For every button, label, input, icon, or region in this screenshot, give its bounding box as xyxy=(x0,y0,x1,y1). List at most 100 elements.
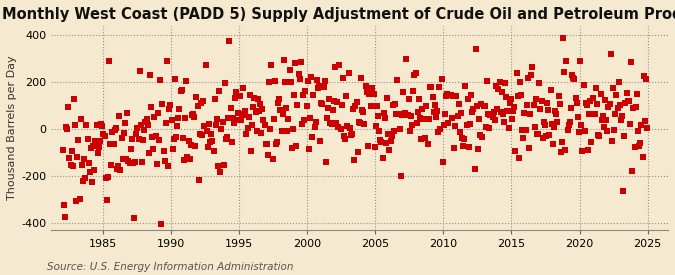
Point xyxy=(583,147,593,152)
Point xyxy=(481,125,491,129)
Point xyxy=(417,107,428,111)
Point xyxy=(419,136,430,140)
Point xyxy=(604,101,615,106)
Point xyxy=(542,101,553,105)
Point xyxy=(180,116,190,120)
Point xyxy=(639,74,649,79)
Point xyxy=(314,84,325,89)
Point xyxy=(254,109,265,113)
Point xyxy=(356,76,367,81)
Text: Source: U.S. Energy Information Administration: Source: U.S. Energy Information Administ… xyxy=(47,262,294,272)
Point xyxy=(192,104,203,109)
Point xyxy=(636,123,647,127)
Point xyxy=(398,90,408,94)
Point xyxy=(512,94,523,98)
Point xyxy=(298,93,308,97)
Point xyxy=(451,94,462,98)
Point xyxy=(568,75,578,80)
Point xyxy=(594,134,605,139)
Point xyxy=(144,73,155,77)
Point xyxy=(57,148,68,152)
Point xyxy=(368,92,379,96)
Point xyxy=(532,132,543,136)
Point xyxy=(63,105,74,109)
Point xyxy=(517,128,528,132)
Point xyxy=(233,110,244,115)
Point xyxy=(307,134,318,139)
Point xyxy=(342,123,353,128)
Point xyxy=(68,97,79,101)
Point xyxy=(333,125,344,130)
Point xyxy=(256,131,267,135)
Point xyxy=(534,81,545,86)
Point xyxy=(148,147,159,151)
Point xyxy=(176,89,186,93)
Point xyxy=(621,91,632,96)
Point xyxy=(452,113,463,118)
Point xyxy=(193,178,204,182)
Point xyxy=(70,122,80,127)
Point xyxy=(630,105,641,109)
Point xyxy=(566,105,576,110)
Point xyxy=(599,125,610,129)
Point xyxy=(282,129,293,133)
Point xyxy=(443,121,454,125)
Point xyxy=(470,47,481,51)
Point xyxy=(218,163,229,167)
Point xyxy=(306,75,317,79)
Point xyxy=(602,128,613,133)
Point xyxy=(205,140,215,145)
Point xyxy=(497,112,508,117)
Point xyxy=(441,93,452,98)
Point xyxy=(494,80,505,84)
Point xyxy=(211,122,221,127)
Point xyxy=(454,130,465,134)
Point xyxy=(412,110,423,114)
Point xyxy=(539,120,549,124)
Point xyxy=(437,160,448,164)
Point xyxy=(522,76,533,80)
Point xyxy=(400,111,410,115)
Point xyxy=(547,141,558,146)
Point xyxy=(267,157,278,162)
Point xyxy=(460,84,471,88)
Point xyxy=(242,126,253,130)
Point xyxy=(238,86,248,91)
Point xyxy=(172,124,183,128)
Point xyxy=(379,116,390,120)
Point xyxy=(281,106,292,110)
Point xyxy=(208,149,219,153)
Point xyxy=(71,199,82,203)
Point xyxy=(429,103,440,108)
Point xyxy=(466,92,477,97)
Point xyxy=(207,139,218,143)
Point xyxy=(331,121,342,126)
Point xyxy=(629,145,640,149)
Point xyxy=(500,81,510,85)
Point xyxy=(369,145,380,149)
Point xyxy=(108,142,119,146)
Point xyxy=(117,157,128,161)
Point xyxy=(111,125,122,130)
Point xyxy=(367,86,378,90)
Point xyxy=(429,110,439,115)
Point xyxy=(209,97,220,101)
Point xyxy=(535,107,546,111)
Point xyxy=(121,157,132,162)
Point xyxy=(611,93,622,97)
Point xyxy=(338,76,348,80)
Point xyxy=(572,115,583,119)
Point xyxy=(612,106,623,111)
Point xyxy=(88,144,99,149)
Point xyxy=(432,108,443,113)
Point xyxy=(101,176,111,180)
Point xyxy=(527,65,538,69)
Point xyxy=(401,56,412,61)
Point xyxy=(383,132,394,136)
Point xyxy=(286,146,297,150)
Point xyxy=(557,139,568,144)
Point xyxy=(329,99,340,103)
Point xyxy=(119,121,130,125)
Point xyxy=(132,126,143,130)
Point xyxy=(143,151,154,155)
